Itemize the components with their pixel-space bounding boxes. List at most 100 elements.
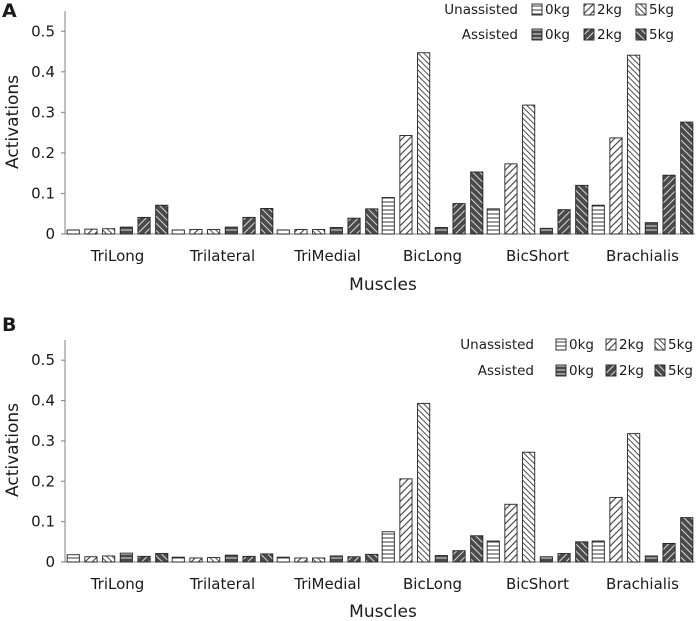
bar-trilateral-assisted-0kg — [224, 554, 238, 563]
legend-swatch-unassisted-0kg — [555, 338, 567, 351]
bar-trilong-assisted-5kg — [155, 553, 169, 563]
bar-biclong-assisted-2kg — [452, 550, 466, 563]
y-tick-label: 0.4 — [31, 63, 55, 81]
bar-brachialis-unassisted-2kg — [609, 496, 623, 563]
bar-biclong-unassisted-2kg — [399, 478, 413, 563]
legend-row-label: Unassisted — [444, 2, 518, 18]
bar-bicshort-assisted-5kg — [575, 541, 589, 563]
bar-trilong-unassisted-2kg — [84, 556, 98, 563]
bar-bicshort-unassisted-2kg — [504, 503, 518, 563]
panel-b-x-axis-title: Muscles — [349, 602, 417, 621]
category-label: BicLong — [403, 575, 462, 593]
bar-trilong-assisted-0kg — [119, 552, 133, 563]
panel-b-legend: Unassisted Assisted 0kg 2kg 5kg 0kg 2kg … — [460, 337, 693, 379]
legend-row-label: Assisted — [462, 27, 518, 43]
legend-label: 2kg — [619, 363, 644, 379]
bar-bicshort-unassisted-5kg — [522, 451, 536, 563]
legend-label: 0kg — [545, 2, 570, 18]
category-label: BicShort — [506, 247, 569, 265]
bar-trilateral-assisted-0kg — [224, 226, 238, 235]
panel-a-category-labels: TriLong Trilateral TriMedial BicLong BicShor… — [90, 247, 679, 265]
bar-trilateral-unassisted-5kg — [207, 229, 221, 235]
legend-swatch-assisted-0kg — [531, 28, 543, 41]
legend-swatch-unassisted-0kg — [531, 3, 543, 16]
bar-trimedial-assisted-2kg — [347, 556, 361, 563]
bar-trimedial-assisted-2kg — [347, 217, 361, 235]
y-tick-label: 0.3 — [31, 432, 55, 450]
y-tick-label: 0.3 — [31, 103, 55, 121]
bar-trimedial-assisted-5kg — [365, 553, 379, 563]
bar-bicshort-assisted-0kg — [539, 227, 553, 235]
legend-swatch-assisted-5kg — [654, 364, 666, 377]
category-label: TriLong — [90, 247, 145, 265]
legend-swatch-unassisted-5kg — [635, 3, 647, 16]
legend-swatch-assisted-5kg — [635, 28, 647, 41]
bar-brachialis-assisted-0kg — [644, 555, 658, 563]
bar-trimedial-unassisted-0kg — [276, 229, 290, 235]
legend-label: 0kg — [569, 363, 594, 379]
bar-brachialis-unassisted-0kg — [591, 204, 605, 235]
bar-trilong-unassisted-0kg — [66, 229, 80, 235]
bar-bicshort-assisted-0kg — [539, 556, 553, 563]
bar-brachialis-assisted-5kg — [680, 517, 694, 563]
bar-bicshort-unassisted-5kg — [522, 104, 536, 235]
bar-biclong-unassisted-0kg — [381, 531, 395, 563]
legend-swatch-unassisted-5kg — [654, 338, 666, 351]
bar-trilong-unassisted-0kg — [66, 554, 80, 563]
y-tick-label: 0.5 — [31, 351, 55, 369]
bar-brachialis-unassisted-5kg — [627, 433, 641, 563]
legend-label: 2kg — [597, 2, 622, 18]
y-tick-label: 0.4 — [31, 392, 55, 410]
bar-biclong-unassisted-5kg — [417, 402, 431, 563]
bar-bicshort-assisted-2kg — [557, 553, 571, 563]
panel-a-y-axis-title: Activations — [3, 75, 23, 169]
y-tick-label: 0.2 — [31, 472, 55, 490]
bar-bicshort-assisted-5kg — [575, 184, 589, 235]
panel-a-letter: A — [2, 0, 17, 22]
panel-a-legend: Unassisted Assisted 0kg 2kg 5kg 0kg 2kg … — [444, 2, 674, 43]
panel-a: A 0 0.1 0.2 0.3 0.4 0.5 TriLong Trilateral TriM… — [2, 0, 695, 295]
bar-biclong-assisted-0kg — [434, 555, 448, 563]
category-label: Brachialis — [606, 575, 679, 593]
legend-label: 5kg — [668, 363, 693, 379]
bar-trilateral-unassisted-2kg — [189, 557, 203, 563]
panel-a-bars — [66, 52, 694, 235]
bar-trilateral-assisted-2kg — [242, 216, 256, 235]
category-label: Trilateral — [189, 247, 255, 265]
bar-trimedial-unassisted-2kg — [294, 229, 308, 235]
bar-trilong-unassisted-2kg — [84, 228, 98, 235]
y-tick-label: 0.1 — [31, 513, 55, 531]
bar-brachialis-unassisted-2kg — [609, 137, 623, 235]
bar-bicshort-assisted-2kg — [557, 209, 571, 235]
bar-trilateral-unassisted-5kg — [207, 557, 221, 563]
category-label: TriMedial — [293, 575, 361, 593]
bar-trimedial-unassisted-2kg — [294, 557, 308, 563]
bar-trilateral-assisted-2kg — [242, 555, 256, 563]
legend-label: 0kg — [569, 337, 594, 353]
legend-label: 2kg — [597, 27, 622, 43]
bar-bicshort-unassisted-2kg — [504, 163, 518, 235]
bar-biclong-assisted-2kg — [452, 203, 466, 235]
bar-brachialis-assisted-5kg — [680, 121, 694, 235]
panel-b-category-labels: TriLong Trilateral TriMedial BicLong BicShor… — [90, 575, 679, 593]
bar-biclong-assisted-5kg — [470, 535, 484, 563]
y-tick-label: 0.2 — [31, 144, 55, 162]
y-tick-label: 0 — [45, 225, 55, 243]
bar-trilateral-unassisted-0kg — [171, 556, 185, 563]
bar-bicshort-unassisted-0kg — [486, 540, 500, 563]
bar-brachialis-assisted-0kg — [644, 222, 658, 235]
bar-trimedial-assisted-5kg — [365, 208, 379, 235]
legend-swatch-unassisted-2kg — [583, 3, 595, 16]
y-tick-label: 0.1 — [31, 184, 55, 202]
bar-trimedial-unassisted-0kg — [276, 556, 290, 563]
bar-biclong-assisted-5kg — [470, 171, 484, 235]
bar-trimedial-unassisted-5kg — [312, 229, 326, 235]
panel-b: B 0 0.1 0.2 0.3 0.4 0.5 TriLong Trilateral TriM… — [2, 314, 695, 621]
bar-biclong-unassisted-0kg — [381, 197, 395, 235]
legend-label: 5kg — [668, 337, 693, 353]
panel-b-letter: B — [2, 314, 16, 336]
category-label: Brachialis — [606, 247, 679, 265]
bar-biclong-unassisted-2kg — [399, 135, 413, 235]
bar-trilong-unassisted-5kg — [102, 555, 116, 563]
